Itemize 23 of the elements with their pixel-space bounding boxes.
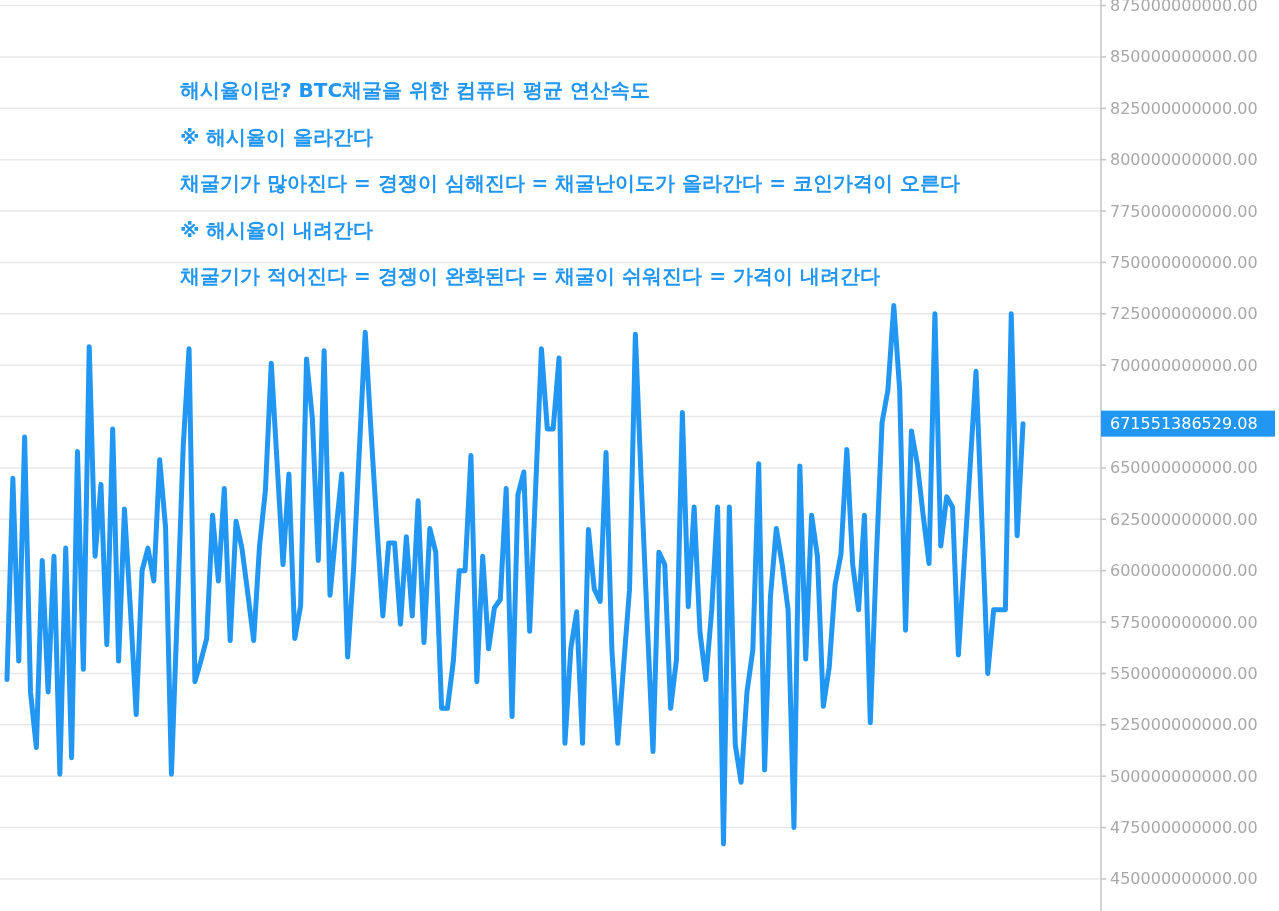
y-tick-label: 750000000000.00 <box>1110 252 1258 272</box>
y-tick-label: 850000000000.00 <box>1110 47 1258 67</box>
last-value-tag: 671551386529.08 <box>1101 410 1275 437</box>
y-tick-label: 500000000000.00 <box>1110 766 1258 786</box>
annotation: 채굴기가 적어진다 = 경쟁이 완화된다 = 채굴이 쉬워진다 = 가격이 내려간다 <box>179 264 880 288</box>
y-tick-label: 450000000000.00 <box>1110 869 1258 889</box>
y-tick-label: 875000000000.00 <box>1110 0 1258 16</box>
annotation: 해시율이란? BTC채굴을 위한 컴퓨터 평균 연산속도 <box>180 78 650 102</box>
y-tick-label: 725000000000.00 <box>1110 304 1258 324</box>
annotation: 채굴기가 많아진다 = 경쟁이 심해진다 = 채굴난이도가 올라간다 = 코인가격이 오른다 <box>179 171 960 195</box>
y-tick-label: 475000000000.00 <box>1110 818 1258 838</box>
y-tick-label: 525000000000.00 <box>1110 715 1258 735</box>
y-tick-label: 575000000000.00 <box>1110 612 1258 632</box>
annotation: ※ 해시율이 올라간다 <box>180 124 374 149</box>
y-tick-label: 700000000000.00 <box>1110 355 1258 375</box>
y-tick-label: 650000000000.00 <box>1110 458 1258 478</box>
y-tick-label: 600000000000.00 <box>1110 561 1258 581</box>
y-tick-label: 800000000000.00 <box>1110 150 1258 170</box>
y-tick-label: 775000000000.00 <box>1110 201 1258 221</box>
y-tick-label: 625000000000.00 <box>1110 509 1258 529</box>
y-tick-label: 825000000000.00 <box>1110 98 1258 118</box>
y-tick-label: 550000000000.00 <box>1110 663 1258 683</box>
annotation: ※ 해시율이 내려간다 <box>180 217 374 242</box>
